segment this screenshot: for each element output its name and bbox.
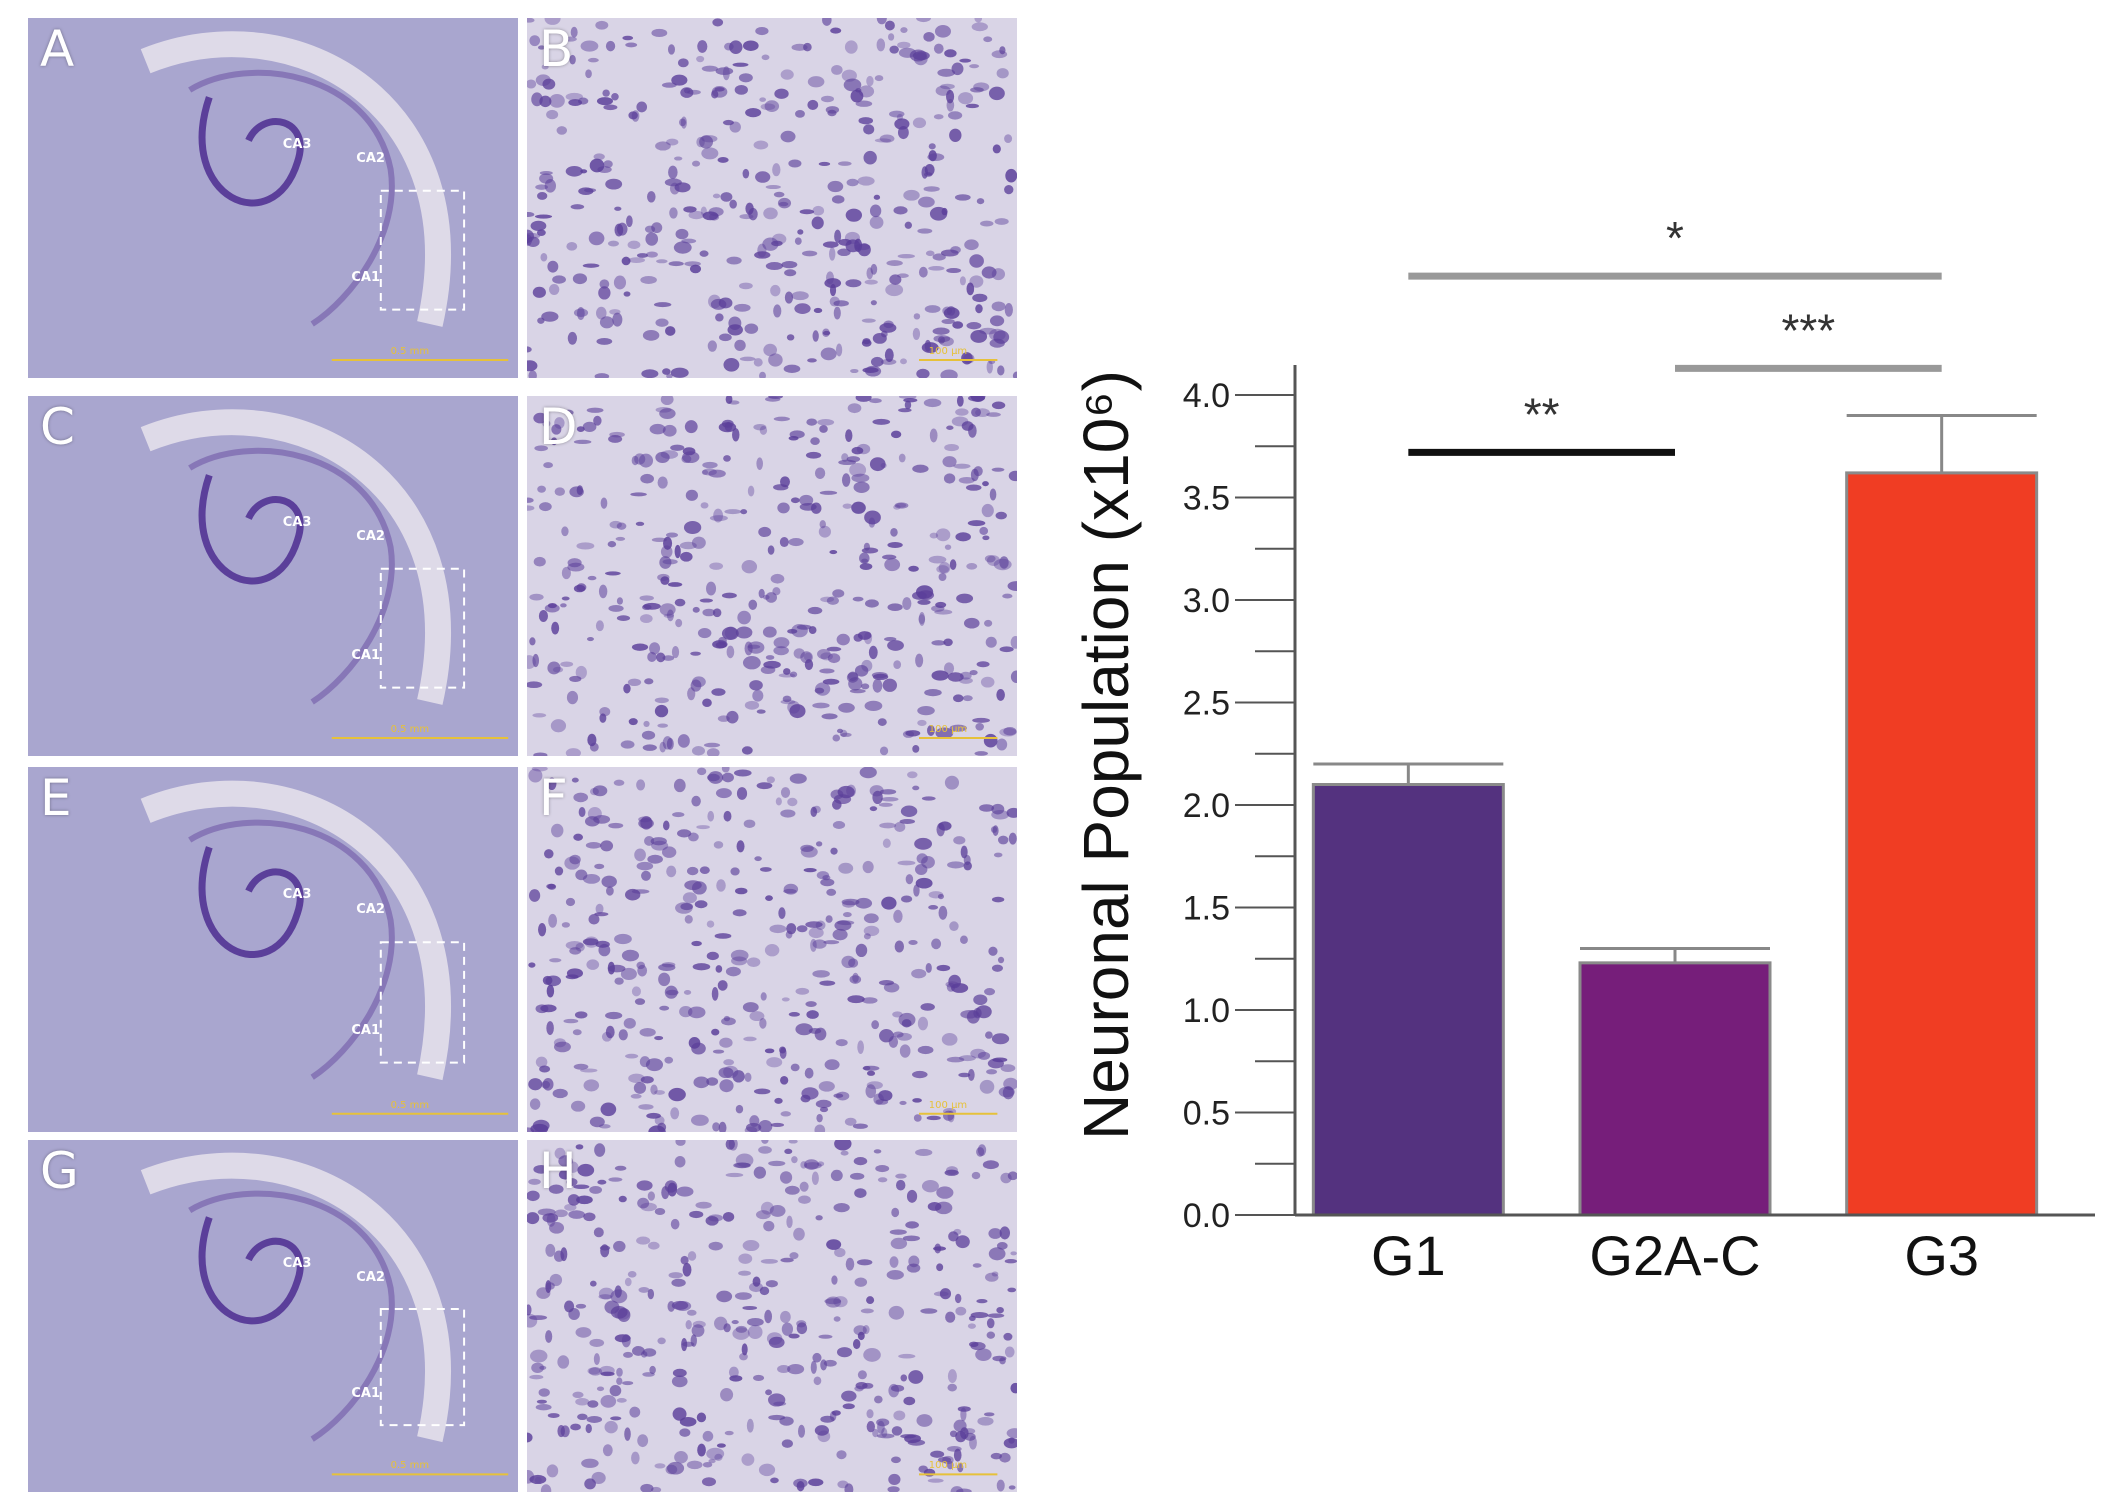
panel-letter: E (40, 769, 72, 827)
region-label-ca1: CA1 (351, 648, 381, 663)
region-label-ca3: CA3 (282, 136, 312, 152)
histology-image (28, 18, 518, 378)
micrograph-panel-d: D 100 μm (527, 396, 1017, 756)
y-tick-label: 3.0 (1183, 582, 1230, 620)
y-tick-label: 4.0 (1183, 377, 1230, 415)
neuronal-population-bar-chart: ****** 0.00.51.01.52.02.53.03.54.0 G1 G2A… (1070, 220, 2095, 1287)
panel-letter: D (539, 398, 578, 456)
panel-letter: B (539, 20, 574, 78)
panel-letter: C (40, 398, 75, 456)
x-tick-label: G2A-C (1589, 1224, 1760, 1287)
bar-g2a-c (1578, 961, 1772, 1217)
region-label-ca2: CA2 (356, 529, 385, 545)
bars (1311, 414, 2039, 1217)
significance-label: ** (1524, 388, 1560, 440)
y-tick-label: 0.5 (1183, 1095, 1230, 1133)
y-tick-label: 2.5 (1183, 685, 1230, 723)
micrograph-panel-g: G CA3 CA2 CA1 0.5 mm (28, 1140, 518, 1492)
x-tick-label: G3 (1904, 1224, 1979, 1287)
histology-image (527, 767, 1017, 1132)
histology-image (527, 18, 1017, 378)
panel-letter: G (40, 1142, 79, 1200)
region-label-ca2: CA2 (356, 151, 385, 167)
micrograph-panel-h: H 100 μm (527, 1140, 1017, 1492)
micrograph-panel-a: A CA3 CA2 CA1 0.5 mm (28, 18, 518, 378)
panel-letter: F (539, 769, 568, 827)
y-tick-label: 3.5 (1183, 480, 1230, 518)
micrograph-panel-f: F 100 μm (527, 767, 1017, 1132)
bar-g1 (1311, 783, 1505, 1217)
x-tick-labels: G1 G2A-C G3 (1371, 1224, 1979, 1287)
micrograph-panel-b: B 100 μm (527, 18, 1017, 378)
scale-bar-label: 100 μm (928, 1460, 968, 1472)
region-label-ca1: CA1 (351, 1022, 381, 1038)
y-tick-label: 1.5 (1183, 890, 1230, 928)
histology-image (527, 1140, 1017, 1492)
region-label-ca3: CA3 (282, 887, 312, 903)
y-axis: 0.0 0.5 1.0 1.5 2.0 2.5 3.0 3.5 4.0 (1183, 365, 2095, 1235)
region-label-ca3: CA3 (282, 1256, 312, 1272)
micrograph-panel-c: C CA3 CA2 CA1 0.5 mm (28, 396, 518, 756)
panel-letter: H (539, 1142, 577, 1200)
scale-bar-label: 100 μm (928, 346, 968, 357)
histology-image (28, 767, 518, 1132)
x-tick-label: G1 (1371, 1224, 1446, 1287)
scale-bar-label: 100 μm (928, 724, 968, 735)
micrograph-panel-e: E CA3 CA2 CA1 0.5 mm (28, 767, 518, 1132)
region-label-ca2: CA2 (356, 902, 385, 918)
scale-bar-label: 100 μm (928, 1099, 968, 1111)
region-label-ca2: CA2 (356, 1270, 385, 1286)
histology-image (28, 1140, 518, 1492)
y-tick-label: 1.0 (1183, 992, 1230, 1030)
histology-image (28, 396, 518, 756)
histology-image (527, 396, 1017, 756)
y-tick-label: 2.0 (1183, 787, 1230, 825)
region-label-ca1: CA1 (351, 270, 381, 285)
significance-label: *** (1781, 304, 1835, 356)
region-label-ca1: CA1 (351, 1386, 381, 1402)
scale-bar-label: 0.5 mm (390, 1099, 430, 1111)
panel-letter: A (40, 20, 75, 78)
y-axis-label: Neuronal Population (x10⁶) (1070, 370, 1142, 1140)
significance-brackets: ****** (1408, 220, 1942, 456)
bar-g3 (1845, 471, 2039, 1217)
significance-label: * (1666, 220, 1684, 264)
scale-bar-label: 0.5 mm (390, 346, 430, 357)
scale-bar-label: 0.5 mm (390, 1460, 430, 1472)
scale-bar-label: 0.5 mm (390, 724, 430, 735)
y-tick-label: 0.0 (1183, 1197, 1230, 1235)
region-label-ca3: CA3 (282, 514, 312, 530)
